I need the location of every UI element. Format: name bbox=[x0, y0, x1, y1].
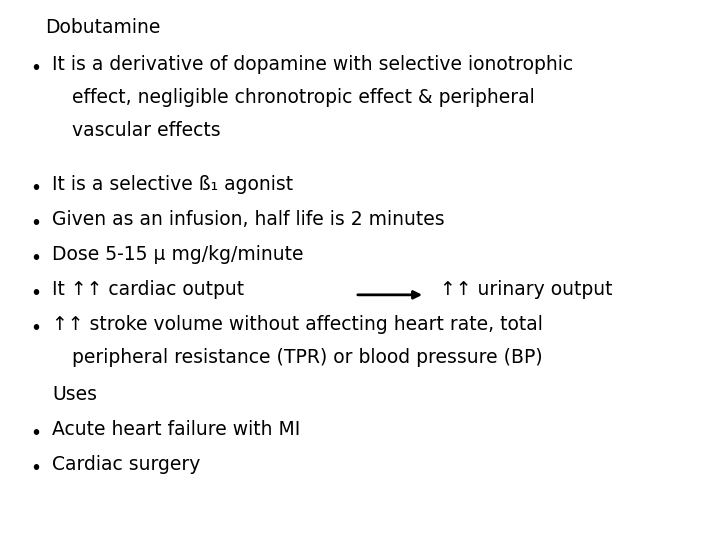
Text: effect, negligible chronotropic effect & peripheral: effect, negligible chronotropic effect &… bbox=[72, 88, 535, 107]
Text: peripheral resistance (TPR) or blood pressure (BP): peripheral resistance (TPR) or blood pre… bbox=[72, 348, 543, 367]
Text: •: • bbox=[30, 214, 41, 233]
Text: Uses: Uses bbox=[52, 385, 97, 404]
Text: Dose 5-15 μ mg/kg/minute: Dose 5-15 μ mg/kg/minute bbox=[52, 245, 304, 264]
Text: •: • bbox=[30, 179, 41, 198]
Text: Given as an infusion, half life is 2 minutes: Given as an infusion, half life is 2 min… bbox=[52, 210, 445, 229]
Text: •: • bbox=[30, 284, 41, 303]
Text: Acute heart failure with MI: Acute heart failure with MI bbox=[52, 420, 300, 439]
Text: Dobutamine: Dobutamine bbox=[45, 18, 161, 37]
Text: It is a selective ß₁ agonist: It is a selective ß₁ agonist bbox=[52, 175, 293, 194]
Text: Cardiac surgery: Cardiac surgery bbox=[52, 455, 200, 474]
Text: ↑↑ urinary output: ↑↑ urinary output bbox=[440, 280, 613, 299]
Text: •: • bbox=[30, 459, 41, 478]
Text: It ↑↑ cardiac output: It ↑↑ cardiac output bbox=[52, 280, 244, 299]
Text: •: • bbox=[30, 59, 41, 78]
Text: •: • bbox=[30, 249, 41, 268]
Text: vascular effects: vascular effects bbox=[72, 121, 220, 140]
Text: It is a derivative of dopamine with selective ionotrophic: It is a derivative of dopamine with sele… bbox=[52, 55, 573, 74]
Text: •: • bbox=[30, 424, 41, 443]
Text: •: • bbox=[30, 319, 41, 338]
Text: ↑↑ stroke volume without affecting heart rate, total: ↑↑ stroke volume without affecting heart… bbox=[52, 315, 543, 334]
